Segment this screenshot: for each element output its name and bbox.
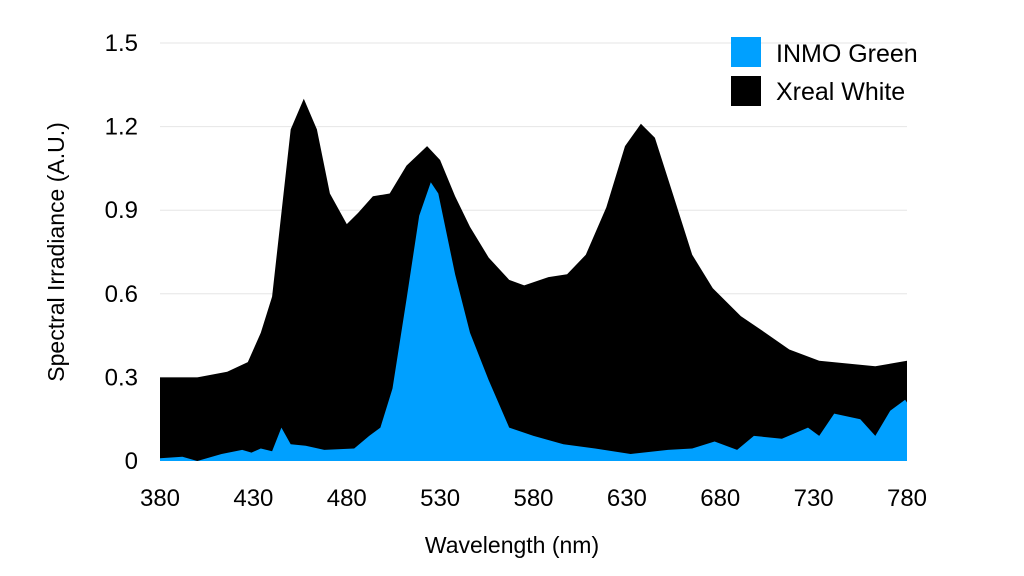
legend: INMO Green Xreal White	[731, 37, 918, 106]
y-tick-label: 0.9	[105, 197, 138, 224]
x-tick-label: 430	[233, 485, 273, 512]
y-tick-label: 0.3	[105, 364, 138, 391]
y-tick-label: 0	[125, 448, 138, 475]
x-tick-label: 380	[140, 485, 180, 512]
series-areas	[160, 98, 907, 462]
x-tick-label: 680	[700, 485, 740, 512]
x-tick-label: 630	[607, 485, 647, 512]
area-xreal-white	[160, 98, 907, 461]
x-tick-label: 480	[327, 485, 367, 512]
x-tick-label: 530	[420, 485, 460, 512]
x-tick-label: 580	[513, 485, 553, 512]
legend-label-inmo-green: INMO Green	[776, 40, 918, 68]
x-axis-label: Wavelength (nm)	[425, 532, 599, 558]
legend-swatch-inmo-green	[731, 37, 761, 67]
y-tick-label: 0.6	[105, 281, 138, 308]
x-tick-labels: 380 430 480 530 580 630 680 730 780	[140, 485, 927, 512]
y-axis-label: Spectral Irradiance (A.U.)	[43, 122, 69, 381]
legend-label-xreal-white: Xreal White	[776, 78, 905, 106]
y-tick-label: 1.2	[105, 114, 138, 141]
x-tick-label: 780	[887, 485, 927, 512]
y-tick-label: 1.5	[105, 30, 138, 57]
y-tick-labels: 0 0.3 0.6 0.9 1.2 1.5	[105, 30, 138, 475]
area-inmo-green	[160, 182, 907, 462]
x-tick-label: 730	[794, 485, 834, 512]
legend-swatch-xreal-white	[731, 76, 761, 106]
